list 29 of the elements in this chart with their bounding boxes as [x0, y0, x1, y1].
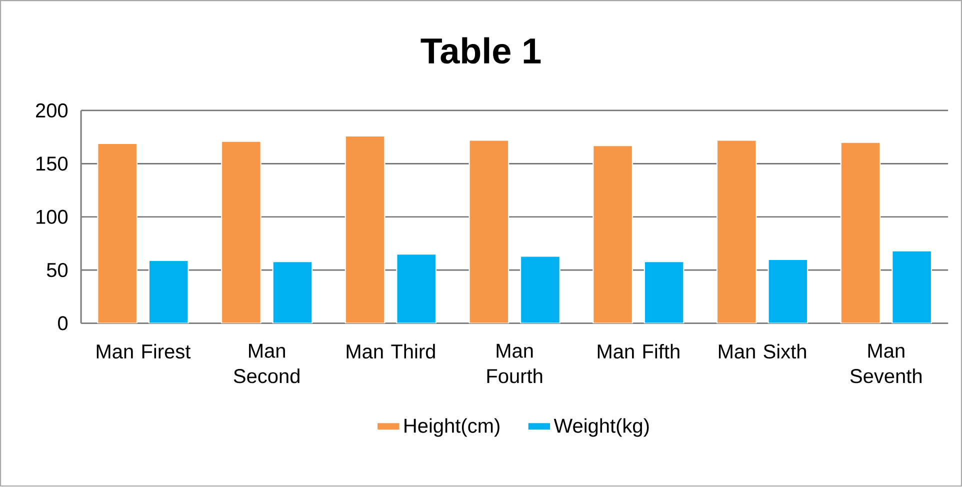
x-tick-label: Man Fifth	[598, 344, 680, 359]
bar	[344, 136, 386, 324]
x-tick-label: Man Firest	[96, 344, 191, 359]
x-tick-label: Man Fourth	[487, 344, 542, 384]
bar	[97, 143, 138, 324]
y-tick-label: 150	[36, 156, 68, 171]
legend-label: Weight(kg)	[554, 418, 649, 438]
bar	[892, 250, 932, 324]
x-tick-label: Man Third	[346, 344, 435, 359]
x-tick-label: Man Second	[234, 344, 300, 384]
bar	[716, 140, 757, 324]
bar	[468, 140, 510, 324]
x-tick-label: Man Seventh	[850, 344, 922, 384]
y-tick-label: 200	[36, 104, 68, 118]
legend-label: Height(cm)	[404, 418, 500, 438]
bar	[768, 259, 808, 324]
bar	[148, 260, 189, 324]
bar	[272, 261, 313, 324]
bar	[520, 256, 560, 324]
bar	[592, 145, 633, 324]
x-tick-label: Man Sixth	[718, 344, 806, 359]
chart-title: Table 1	[420, 38, 541, 64]
bar	[840, 142, 881, 324]
y-tick-label: 0	[58, 316, 68, 331]
y-tick-label: 100	[36, 210, 68, 224]
bar	[396, 254, 437, 324]
bar	[644, 261, 684, 324]
y-tick-label: 50	[46, 263, 68, 278]
bar	[221, 141, 262, 324]
